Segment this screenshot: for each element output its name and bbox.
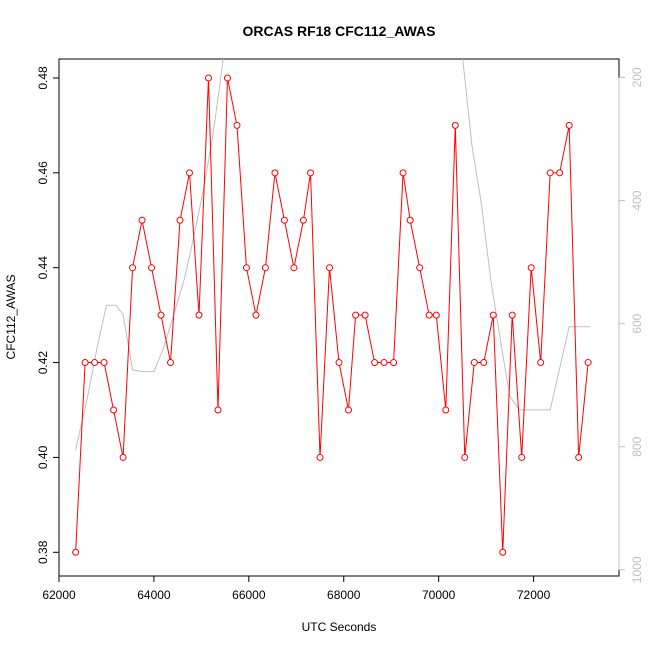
x-tick-label: 68000 bbox=[327, 588, 361, 602]
data-point bbox=[335, 359, 343, 367]
altitude-series-line bbox=[75, 59, 591, 450]
data-point bbox=[451, 121, 459, 129]
data-point bbox=[565, 121, 573, 129]
data-point bbox=[299, 216, 307, 224]
data-point bbox=[390, 359, 398, 367]
data-point bbox=[556, 169, 564, 177]
y2-tick-label: 800 bbox=[630, 436, 644, 456]
data-point bbox=[167, 359, 175, 367]
data-point bbox=[138, 216, 146, 224]
data-point bbox=[489, 311, 497, 319]
y-tick-label: 0.38 bbox=[36, 540, 50, 564]
data-point bbox=[416, 264, 424, 272]
data-point bbox=[508, 311, 516, 319]
data-point bbox=[119, 453, 127, 461]
data-point bbox=[380, 359, 388, 367]
data-point bbox=[432, 311, 440, 319]
data-point bbox=[157, 311, 165, 319]
data-point bbox=[186, 169, 194, 177]
data-point bbox=[148, 264, 156, 272]
data-point bbox=[480, 359, 488, 367]
y2-tick-label: 600 bbox=[630, 313, 644, 333]
data-point bbox=[261, 264, 269, 272]
data-point bbox=[575, 453, 583, 461]
data-series bbox=[72, 59, 592, 556]
data-point bbox=[290, 264, 298, 272]
data-point bbox=[361, 311, 369, 319]
data-point bbox=[461, 453, 469, 461]
data-point bbox=[91, 359, 99, 367]
y-axis-label: CFC112_AWAS bbox=[4, 275, 18, 360]
data-point bbox=[129, 264, 137, 272]
data-point bbox=[399, 169, 407, 177]
data-point bbox=[371, 359, 379, 367]
data-point bbox=[176, 216, 184, 224]
data-point bbox=[316, 453, 324, 461]
data-point bbox=[100, 359, 108, 367]
data-point bbox=[537, 359, 545, 367]
data-point bbox=[518, 453, 526, 461]
data-point bbox=[442, 406, 450, 414]
x-axis-label: UTC Seconds bbox=[302, 620, 377, 634]
axes: 62000 64000 66000 68000 70000 72000 0.38 0.40 0.… bbox=[36, 66, 644, 602]
x-tick-label: 62000 bbox=[42, 588, 76, 602]
x-tick-label: 72000 bbox=[517, 588, 551, 602]
y2-tick-label: 400 bbox=[630, 190, 644, 210]
y2-tick-label: 1000 bbox=[630, 556, 644, 583]
data-point bbox=[584, 359, 592, 367]
cfc112-series-line bbox=[75, 77, 589, 553]
data-point bbox=[470, 359, 478, 367]
x-tick-label: 70000 bbox=[422, 588, 456, 602]
data-point bbox=[344, 406, 352, 414]
y-tick-label: 0.48 bbox=[36, 66, 50, 90]
data-point bbox=[352, 311, 360, 319]
data-point bbox=[527, 264, 535, 272]
data-point bbox=[252, 311, 260, 319]
data-point bbox=[326, 264, 334, 272]
data-point bbox=[546, 169, 554, 177]
data-point bbox=[72, 548, 80, 556]
data-point bbox=[499, 548, 507, 556]
data-point bbox=[271, 169, 279, 177]
data-point bbox=[81, 359, 89, 367]
y-tick-label: 0.42 bbox=[36, 351, 50, 375]
data-point bbox=[223, 74, 231, 82]
data-point bbox=[280, 216, 288, 224]
x-tick-label: 64000 bbox=[137, 588, 171, 602]
data-point bbox=[110, 406, 118, 414]
data-point bbox=[425, 311, 433, 319]
y-tick-label: 0.46 bbox=[36, 161, 50, 185]
data-point bbox=[242, 264, 250, 272]
y2-tick-label: 200 bbox=[630, 67, 644, 87]
data-point bbox=[233, 121, 241, 129]
data-point bbox=[214, 406, 222, 414]
data-point bbox=[307, 169, 315, 177]
y-tick-label: 0.44 bbox=[36, 256, 50, 280]
data-point bbox=[195, 311, 203, 319]
data-point bbox=[204, 74, 212, 82]
plot-frame bbox=[58, 58, 620, 577]
data-point bbox=[406, 216, 414, 224]
y-tick-label: 0.40 bbox=[36, 445, 50, 469]
x-tick-label: 66000 bbox=[232, 588, 266, 602]
chart-title: ORCAS RF18 CFC112_AWAS bbox=[243, 23, 436, 39]
